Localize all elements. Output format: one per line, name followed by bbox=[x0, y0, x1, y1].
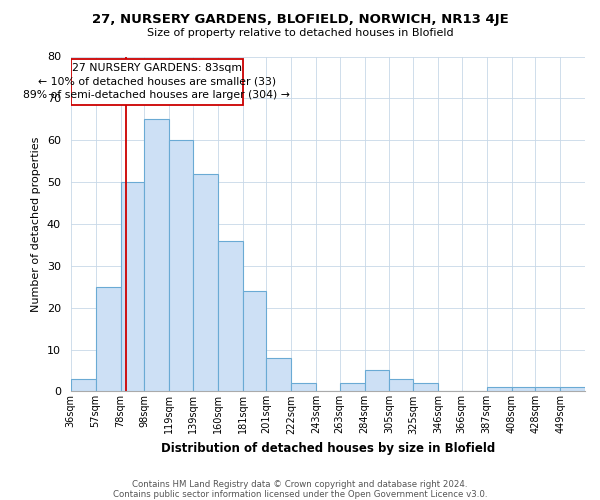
Bar bbox=[389, 379, 413, 392]
Bar bbox=[535, 387, 560, 392]
Bar bbox=[291, 383, 316, 392]
Bar bbox=[340, 383, 365, 392]
Y-axis label: Number of detached properties: Number of detached properties bbox=[31, 136, 41, 312]
Bar bbox=[121, 182, 144, 392]
Text: 27 NURSERY GARDENS: 83sqm: 27 NURSERY GARDENS: 83sqm bbox=[71, 63, 242, 73]
X-axis label: Distribution of detached houses by size in Blofield: Distribution of detached houses by size … bbox=[161, 442, 495, 455]
Text: ← 10% of detached houses are smaller (33): ← 10% of detached houses are smaller (33… bbox=[38, 76, 276, 86]
Bar bbox=[95, 286, 121, 392]
Text: 89% of semi-detached houses are larger (304) →: 89% of semi-detached houses are larger (… bbox=[23, 90, 290, 100]
FancyBboxPatch shape bbox=[71, 58, 242, 104]
Bar bbox=[365, 370, 389, 392]
Bar bbox=[242, 291, 266, 392]
Bar bbox=[413, 383, 438, 392]
Bar bbox=[487, 387, 512, 392]
Bar bbox=[560, 387, 585, 392]
Bar bbox=[144, 120, 169, 392]
Text: Size of property relative to detached houses in Blofield: Size of property relative to detached ho… bbox=[146, 28, 454, 38]
Text: Contains HM Land Registry data © Crown copyright and database right 2024.: Contains HM Land Registry data © Crown c… bbox=[132, 480, 468, 489]
Text: Contains public sector information licensed under the Open Government Licence v3: Contains public sector information licen… bbox=[113, 490, 487, 499]
Bar bbox=[266, 358, 291, 392]
Text: 27, NURSERY GARDENS, BLOFIELD, NORWICH, NR13 4JE: 27, NURSERY GARDENS, BLOFIELD, NORWICH, … bbox=[92, 12, 508, 26]
Bar bbox=[193, 174, 218, 392]
Bar bbox=[218, 240, 242, 392]
Bar bbox=[71, 379, 95, 392]
Bar bbox=[512, 387, 535, 392]
Bar bbox=[169, 140, 193, 392]
